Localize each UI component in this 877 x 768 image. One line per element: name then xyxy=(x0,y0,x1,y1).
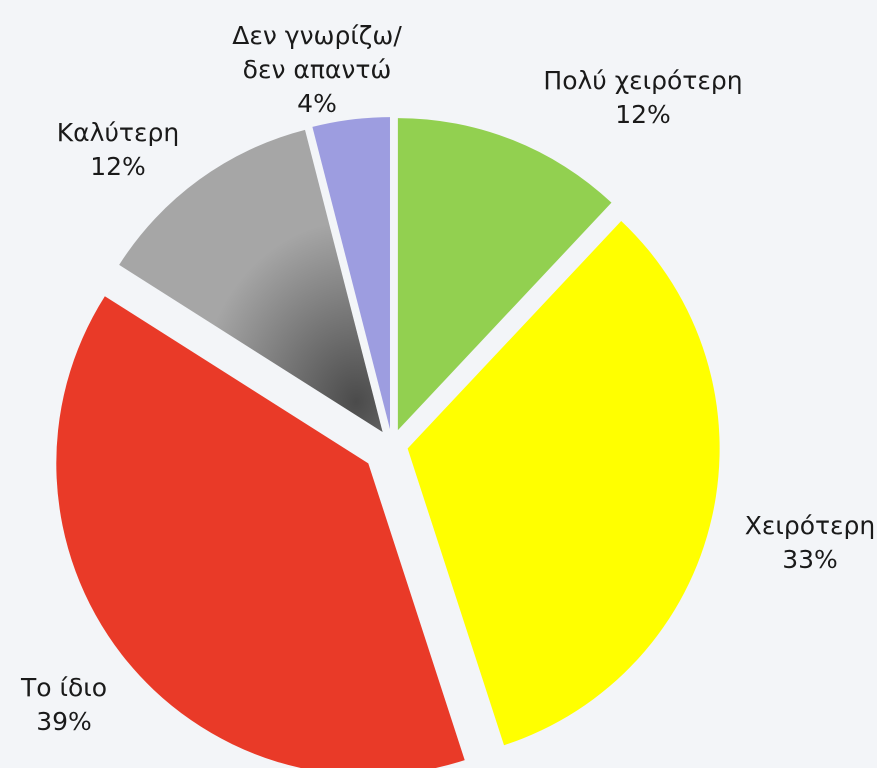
category-label: Το ίδιο xyxy=(20,673,108,702)
category-label: Καλύτερη xyxy=(56,118,180,147)
pie-slice xyxy=(56,296,465,768)
pie-slice xyxy=(312,117,390,430)
slice-shade xyxy=(119,129,383,433)
pie-slice xyxy=(407,221,720,746)
slice-label: Πολύ χειρότερη 12% xyxy=(543,64,742,132)
slice-label: Χειρότερη 33% xyxy=(745,509,876,577)
slice-label: Το ίδιο 39% xyxy=(21,671,107,739)
value-label: 12% xyxy=(90,152,146,181)
category-label: Πολύ χειρότερη xyxy=(543,66,743,95)
slice-label: Δεν γνωρίζω/ δεν απαντώ 4% xyxy=(232,19,402,121)
value-label: 12% xyxy=(615,100,671,129)
value-label: 39% xyxy=(36,707,92,736)
category-label: Δεν γνωρίζω/ δεν απαντώ xyxy=(232,21,402,84)
category-label: Χειρότερη xyxy=(744,511,876,540)
value-label: 33% xyxy=(782,545,838,574)
pie-slice xyxy=(397,118,612,431)
slice-label: Καλύτερη 12% xyxy=(57,116,179,184)
value-label: 4% xyxy=(297,89,337,118)
